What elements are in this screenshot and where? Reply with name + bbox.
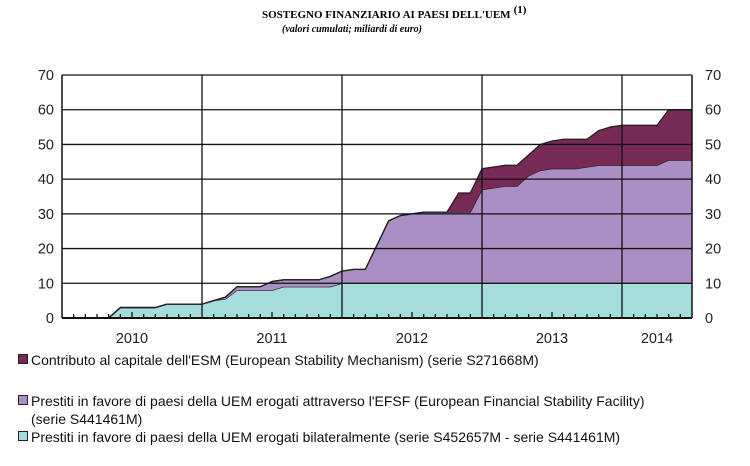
x-tick-year: 2014 bbox=[641, 331, 673, 347]
chart-subtitle: (valori cumulati; miliardi di euro) bbox=[282, 24, 422, 35]
legend-swatch-bilateral bbox=[18, 431, 28, 441]
y-tick-left: 10 bbox=[38, 276, 54, 292]
y-tick-right: 60 bbox=[705, 103, 721, 119]
y-tick-left: 20 bbox=[38, 242, 54, 258]
legend-item-esm: Contributo al capitale dell'ESM (Europea… bbox=[18, 351, 539, 369]
chart-title: SOSTEGNO FINANZIARIO AI PAESI DELL'UEM bbox=[262, 9, 511, 21]
area-series-0 bbox=[62, 283, 692, 318]
legend-label-efsf-series: (serie S441461M) bbox=[31, 411, 143, 427]
legend-label-efsf: Prestiti in favore di paesi della UEM er… bbox=[31, 393, 645, 409]
legend-label-bilateral: Prestiti in favore di paesi della UEM er… bbox=[31, 429, 621, 445]
area-series-1 bbox=[62, 160, 692, 318]
legend-item-efsf: Prestiti in favore di paesi della UEM er… bbox=[18, 392, 644, 428]
y-tick-left: 70 bbox=[38, 68, 54, 84]
y-tick-right: 30 bbox=[705, 207, 721, 223]
y-tick-left: 0 bbox=[46, 311, 54, 327]
y-tick-right: 50 bbox=[705, 137, 721, 153]
y-tick-right: 0 bbox=[705, 311, 713, 327]
chart-title-note: (1) bbox=[514, 4, 527, 16]
legend-swatch-efsf bbox=[18, 395, 28, 405]
area-series-2 bbox=[62, 109, 692, 318]
legend-item-bilateral: Prestiti in favore di paesi della UEM er… bbox=[18, 428, 620, 446]
line-series-2 bbox=[62, 109, 692, 319]
y-tick-left: 30 bbox=[38, 207, 54, 223]
x-tick-year: 2012 bbox=[396, 331, 428, 347]
legend-label-esm: Contributo al capitale dell'ESM (Europea… bbox=[31, 352, 539, 368]
x-tick-year: 2011 bbox=[256, 331, 287, 347]
y-tick-right: 70 bbox=[705, 68, 721, 84]
y-tick-left: 50 bbox=[38, 137, 54, 153]
legend-swatch-esm bbox=[18, 354, 28, 364]
y-tick-right: 10 bbox=[705, 276, 721, 292]
y-tick-right: 40 bbox=[705, 172, 721, 188]
y-tick-left: 40 bbox=[38, 172, 54, 188]
y-tick-right: 20 bbox=[705, 242, 721, 258]
x-tick-year: 2010 bbox=[116, 331, 148, 347]
x-tick-year: 2013 bbox=[536, 331, 568, 347]
y-tick-left: 60 bbox=[38, 103, 54, 119]
